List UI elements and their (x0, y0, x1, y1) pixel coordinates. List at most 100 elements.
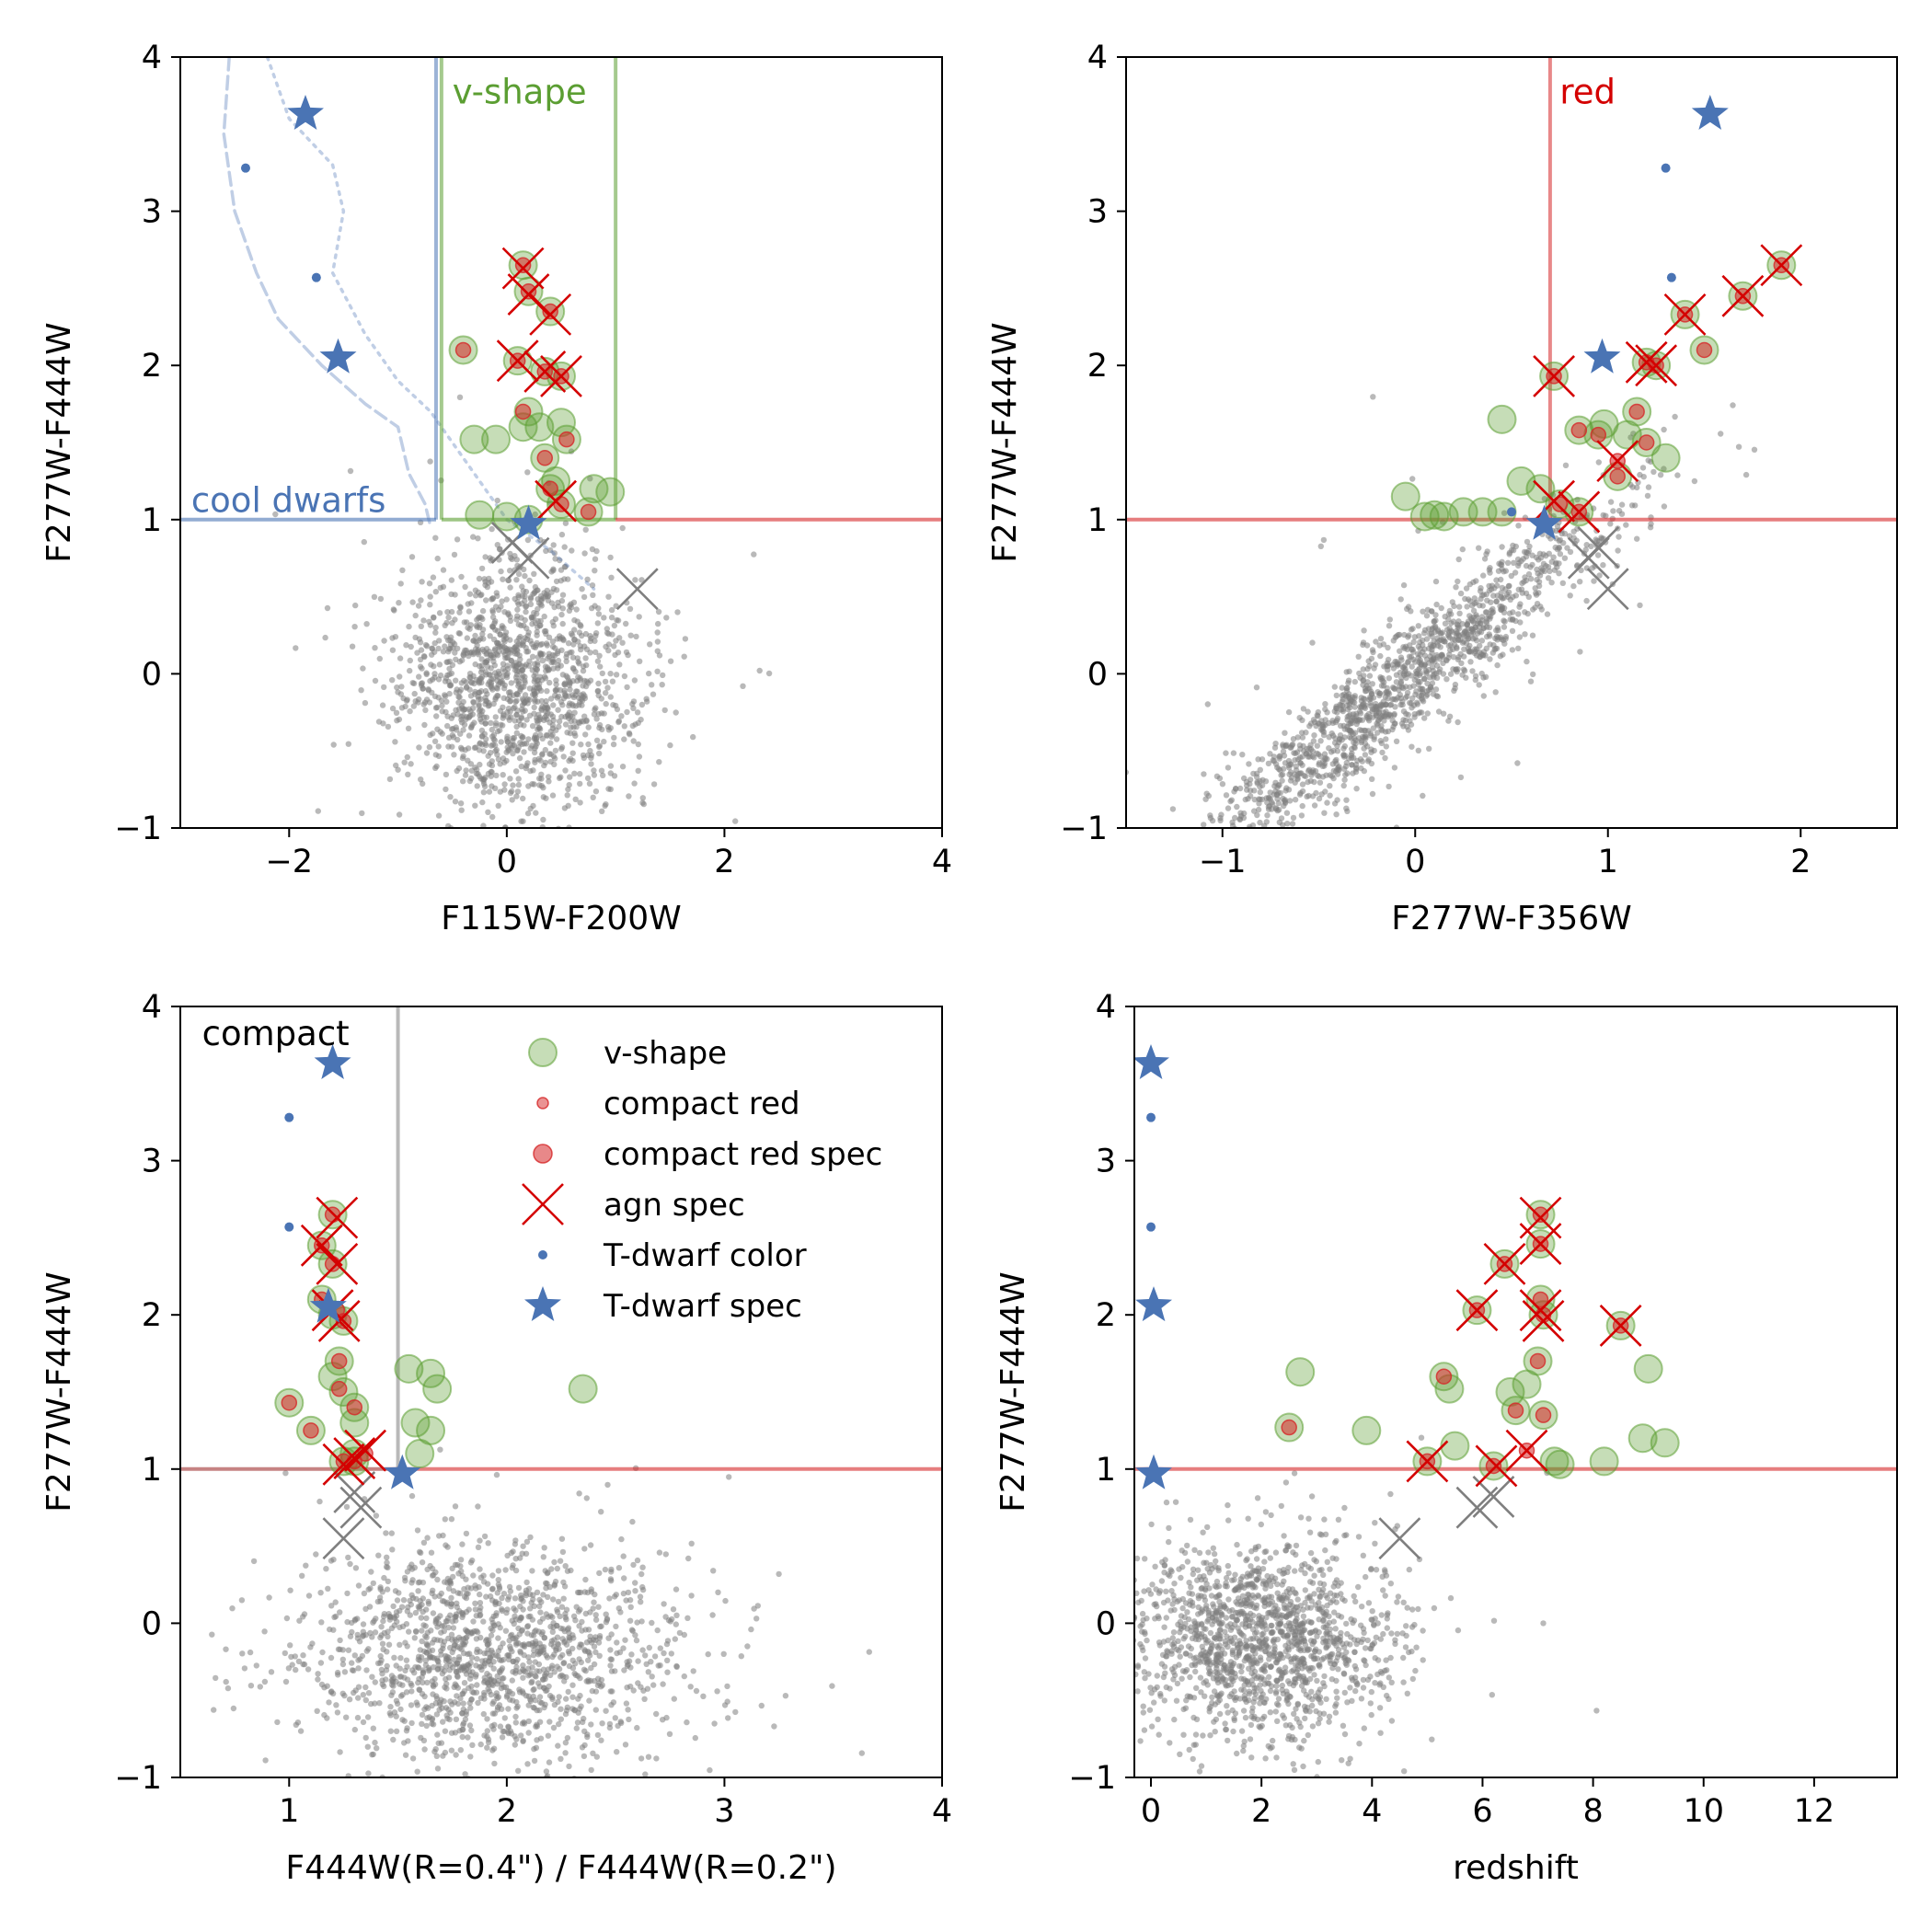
galaxy-point (693, 1687, 700, 1695)
galaxy-point (522, 572, 528, 580)
galaxy-point (602, 1566, 609, 1573)
galaxy-point (436, 661, 443, 668)
galaxy-point (507, 550, 513, 558)
galaxy-point (1487, 656, 1493, 662)
galaxy-point (1367, 730, 1374, 737)
galaxy-point (1201, 954, 1206, 960)
compact-red-point (330, 1380, 348, 1397)
galaxy-point (515, 1767, 522, 1775)
galaxy-point (654, 1627, 661, 1634)
galaxy-point (435, 812, 443, 819)
compact-red-point (558, 431, 575, 448)
galaxy-point (451, 752, 457, 758)
galaxy-point (594, 658, 602, 664)
galaxy-point (516, 1616, 523, 1624)
galaxy-point (448, 1747, 455, 1754)
galaxy-point (1311, 778, 1317, 786)
galaxy-point (408, 643, 414, 650)
galaxy-point (569, 740, 576, 746)
galaxy-point (431, 1683, 437, 1690)
galaxy-point (354, 1631, 361, 1639)
galaxy-point (1302, 773, 1309, 780)
galaxy-point (460, 778, 466, 785)
galaxy-point (638, 1599, 644, 1605)
agn-spec-marker (529, 293, 572, 336)
galaxy-point (722, 1597, 729, 1604)
galaxy-point (1467, 659, 1474, 665)
galaxy-point (569, 1706, 576, 1712)
galaxy-point (406, 1628, 412, 1635)
galaxy-point (397, 1607, 403, 1615)
galaxy-point (483, 1593, 489, 1600)
galaxy-point (1645, 484, 1652, 490)
galaxy-point (1216, 1710, 1224, 1718)
galaxy-point (1583, 542, 1590, 548)
galaxy-point (1204, 701, 1212, 707)
galaxy-point (681, 1673, 687, 1680)
galaxy-point (1257, 788, 1264, 796)
galaxy-point (443, 634, 450, 640)
galaxy-point (457, 1695, 464, 1702)
galaxy-point (1466, 648, 1473, 654)
axes-frame (1125, 56, 1898, 829)
galaxy-point (1498, 606, 1504, 613)
galaxy-point (370, 855, 375, 860)
galaxy-point (458, 573, 465, 581)
galaxy-point (376, 1700, 383, 1707)
galaxy-point (524, 469, 531, 476)
galaxy-point (534, 1737, 540, 1743)
galaxy-point (584, 775, 592, 782)
tdwarf-spec-star (319, 338, 357, 374)
galaxy-point (588, 761, 594, 767)
galaxy-point (622, 1637, 628, 1643)
galaxy-point (543, 547, 549, 554)
galaxy-point (541, 1545, 547, 1551)
galaxy-point (1389, 661, 1396, 668)
galaxy-point (569, 547, 575, 554)
galaxy-point (480, 789, 488, 796)
galaxy-point (372, 1700, 378, 1707)
galaxy-point (1515, 562, 1522, 569)
galaxy-point (668, 1650, 674, 1657)
galaxy-point (1420, 792, 1426, 799)
galaxy-point (498, 604, 504, 610)
galaxy-point (1455, 624, 1461, 630)
galaxy-point (534, 688, 540, 696)
galaxy-point (300, 1652, 306, 1659)
galaxy-point (632, 1580, 638, 1586)
galaxy-point (531, 749, 538, 756)
galaxy-point (511, 662, 518, 669)
galaxy-point (556, 693, 562, 700)
galaxy-point (518, 615, 524, 621)
galaxy-point (472, 802, 478, 809)
agn-spec-marker (333, 1437, 376, 1479)
galaxy-point (525, 1585, 533, 1593)
galaxy-point (429, 1654, 436, 1661)
galaxy-point (578, 1703, 584, 1709)
galaxy-point (558, 597, 566, 604)
galaxy-point (1324, 799, 1330, 806)
galaxy-point (608, 1668, 615, 1674)
galaxy-point (525, 736, 532, 742)
galaxy-point (472, 1673, 479, 1680)
galaxy-point (282, 1650, 288, 1657)
galaxy-point (404, 1643, 410, 1650)
galaxy-point (323, 1566, 329, 1572)
galaxy-point (468, 679, 475, 685)
galaxy-point (546, 778, 552, 785)
galaxy-point (1322, 701, 1328, 707)
galaxy-point (431, 639, 438, 647)
galaxy-point (1155, 848, 1160, 854)
galaxy-point (539, 752, 546, 758)
galaxy-point (376, 655, 383, 662)
galaxy-point (362, 1815, 368, 1821)
compact-red-point (1628, 403, 1645, 420)
galaxy-point (414, 1527, 421, 1534)
galaxy-point (581, 1546, 588, 1552)
galaxy-point (448, 1601, 454, 1607)
galaxy-point (513, 1698, 520, 1706)
galaxy-point (415, 1808, 420, 1813)
galaxy-point (343, 1503, 351, 1511)
galaxy-point (534, 1707, 540, 1714)
galaxy-point (596, 652, 603, 659)
